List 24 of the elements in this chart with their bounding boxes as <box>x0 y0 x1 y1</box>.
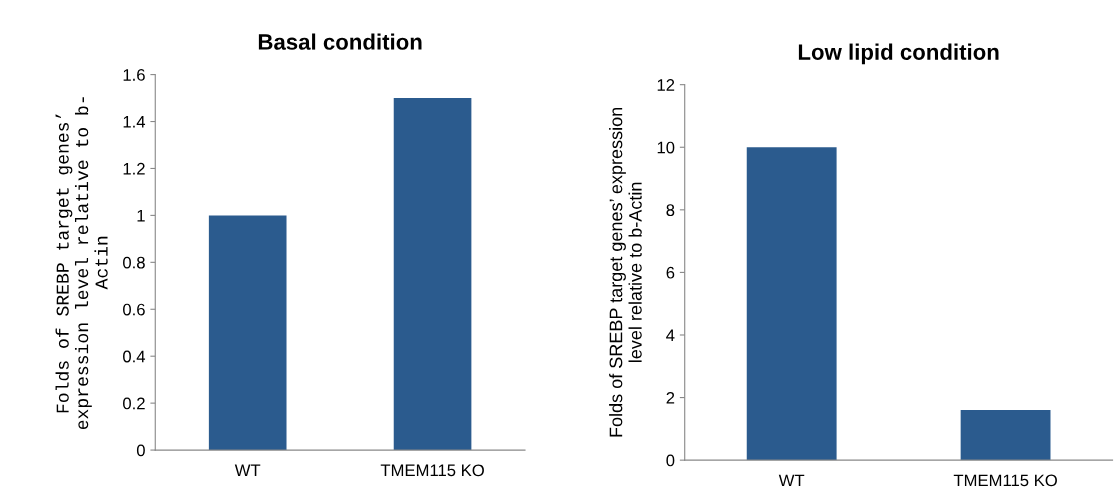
y-tick-label: 1 <box>137 209 145 222</box>
y-tick-label: 0 <box>136 444 145 457</box>
y-tick-label: 6 <box>666 266 675 279</box>
x-tick-label: WT <box>778 474 805 487</box>
x-tick-label: WT <box>234 464 261 477</box>
y-tick-label: 1.6 <box>123 68 145 81</box>
chart-title: Low lipid condition <box>798 43 999 65</box>
y-tick-label: 2 <box>666 391 675 404</box>
y-tick-label: 0.2 <box>123 397 145 410</box>
y-axis-title: Folds of SREBP target genes’ expression level relative to b- Actin <box>55 97 108 430</box>
y-tick-label: 1.2 <box>123 162 145 175</box>
x-tick-label: TMEM115 KO <box>380 464 484 477</box>
y-axis-title: Folds of SREBP target genes’ expression level relative to b-Actin <box>609 107 642 437</box>
y-tick-label: 0 <box>666 454 675 467</box>
y-tick-label: 12 <box>657 79 675 91</box>
chart-title: Basal condition <box>258 33 422 50</box>
x-tick-label: TMEM115 KO <box>953 474 1057 487</box>
y-tick-label: 8 <box>666 204 675 217</box>
y-tick-label: 0.6 <box>123 303 145 316</box>
y-tick-label: 1.4 <box>123 116 146 128</box>
y-tick-label: 0.4 <box>123 350 146 363</box>
y-tick-label: 10 <box>657 141 675 154</box>
y-tick-label: 0.8 <box>123 256 145 269</box>
y-tick-label: 4 <box>666 329 675 342</box>
